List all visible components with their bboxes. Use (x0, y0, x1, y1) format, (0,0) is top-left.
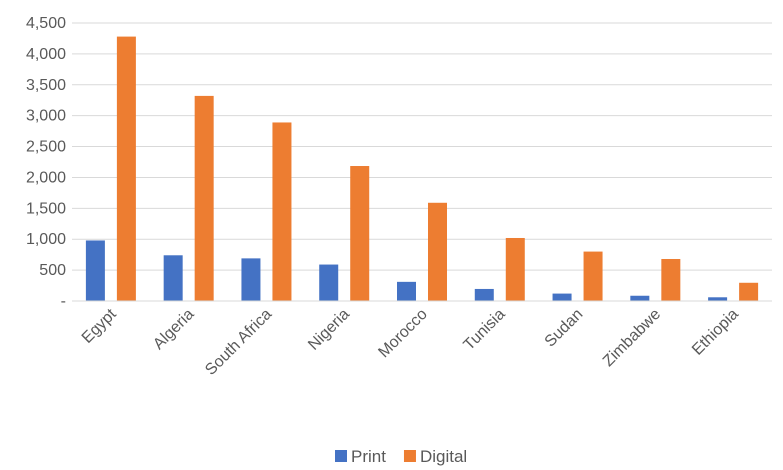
bar-digital-algeria (194, 95, 214, 301)
bar-digital-ethiopia (739, 282, 759, 301)
y-tick-label: - (61, 293, 66, 310)
y-axis-tick-labels: - 500 1,000 1,500 2,000 2,500 3,000 3,500 4,000 4… (26, 15, 66, 310)
y-tick-label: 4,500 (26, 15, 66, 32)
x-category-label: South Africa (202, 306, 275, 379)
bar-print-zimbabwe (630, 295, 650, 301)
y-tick-label: 3,000 (26, 108, 66, 125)
bar-print-south-africa (241, 258, 261, 301)
bar-print-morocco (397, 281, 416, 301)
bar-print-nigeria (319, 264, 339, 301)
legend-label-digital: Digital (420, 447, 467, 466)
y-tick-label: 2,500 (26, 139, 66, 156)
x-category-label: Sudan (542, 306, 587, 351)
legend-label-print: Print (351, 447, 386, 466)
bar-digital-zimbabwe (661, 258, 681, 301)
bar-digital-nigeria (350, 166, 370, 301)
bar-print-algeria (163, 255, 183, 301)
bar-digital-sudan (583, 251, 603, 301)
legend-swatch-digital (403, 450, 416, 462)
y-tick-label: 1,000 (26, 231, 66, 248)
legend: Print Digital (335, 447, 467, 466)
bar-digital-south-africa (272, 122, 292, 301)
bar-print-ethiopia (708, 297, 728, 301)
bar-digital-egypt (116, 36, 136, 301)
x-category-label: Egypt (79, 305, 120, 346)
x-category-label: Zimbabwe (600, 306, 664, 370)
bar-print-egypt (85, 240, 105, 301)
x-category-label: Tunisia (461, 306, 509, 354)
x-category-label: Morocco (375, 306, 430, 361)
gridlines (72, 22, 772, 271)
y-tick-label: 3,500 (26, 77, 66, 94)
x-axis-category-labels: Egypt Algeria South Africa Nigeria Morocco Tu… (79, 305, 742, 378)
y-tick-label: 500 (39, 262, 66, 279)
bars (85, 36, 759, 301)
bar-print-tunisia (474, 288, 494, 301)
legend-swatch-print (335, 450, 347, 462)
bar-print-sudan (552, 293, 572, 301)
bar-digital-morocco (428, 202, 447, 301)
x-category-label: Nigeria (305, 306, 353, 354)
y-tick-label: 2,000 (26, 169, 66, 186)
bar-digital-tunisia (505, 237, 525, 301)
y-tick-label: 4,000 (26, 46, 66, 63)
y-tick-label: 1,500 (26, 200, 66, 217)
x-category-label: Algeria (150, 306, 197, 353)
x-category-label: Ethiopia (689, 306, 742, 359)
